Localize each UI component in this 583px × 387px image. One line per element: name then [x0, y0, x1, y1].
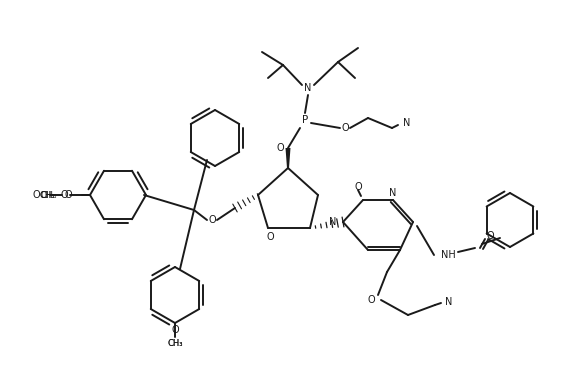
Text: P: P — [302, 115, 308, 125]
Text: N: N — [445, 297, 452, 307]
Text: CH₃: CH₃ — [167, 339, 182, 348]
Text: O: O — [171, 325, 179, 335]
Text: O: O — [486, 231, 494, 241]
Text: N: N — [389, 188, 396, 198]
Text: CH₃: CH₃ — [40, 190, 55, 200]
Text: O: O — [367, 295, 375, 305]
Text: N: N — [304, 83, 312, 93]
Text: O: O — [266, 232, 274, 242]
Text: CH₃: CH₃ — [167, 339, 182, 348]
Text: O: O — [276, 143, 284, 153]
Text: O: O — [341, 123, 349, 133]
Text: O: O — [60, 190, 68, 200]
Text: NH: NH — [441, 250, 455, 260]
Text: O: O — [33, 190, 40, 200]
Text: N: N — [329, 217, 336, 227]
Text: CH₃: CH₃ — [40, 190, 55, 200]
Text: CH₃: CH₃ — [40, 190, 57, 200]
Text: O: O — [64, 190, 72, 200]
Text: N: N — [403, 118, 410, 128]
Polygon shape — [286, 148, 290, 168]
Text: O: O — [208, 215, 216, 225]
Text: O: O — [354, 182, 362, 192]
